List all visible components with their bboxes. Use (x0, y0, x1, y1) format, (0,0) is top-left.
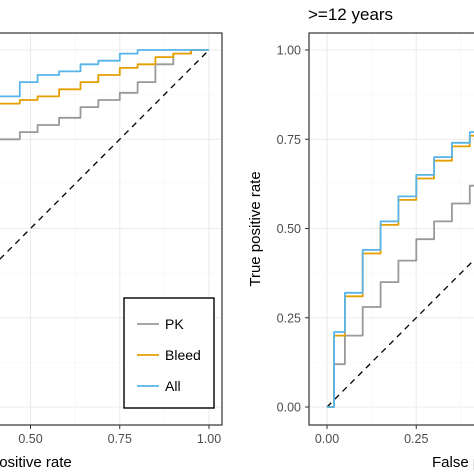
legend-label-bleed: Bleed (165, 347, 201, 363)
right-y-axis-label: True positive rate (247, 171, 264, 286)
right-xtick-label-0-00: 0.00 (315, 432, 339, 446)
left-plot-border (0, 32, 223, 426)
legend-label-all: All (165, 378, 181, 394)
right-panel-title: >=12 years (308, 5, 393, 24)
left-xtick-label-0-50: 0.50 (18, 432, 42, 446)
left-series-group (0, 49, 209, 141)
right-y-ticks: 0.00 0.25 0.50 0.75 1.00 (277, 44, 309, 415)
left-x-ticks: 0.50 0.75 1.00 (18, 425, 221, 446)
right-ytick-label-0-75: 0.75 (277, 133, 301, 147)
right-xtick-label-0-25: 0.25 (404, 432, 428, 446)
left-series-bleed-line (0, 49, 209, 105)
right-series-all-line (327, 131, 474, 408)
legend: PK Bleed All (123, 297, 215, 409)
right-gridlines (309, 33, 474, 425)
right-x-ticks: 0.00 0.25 (315, 425, 428, 446)
right-ytick-label-1-00: 1.00 (277, 44, 301, 58)
legend-label-pk: PK (165, 316, 184, 332)
right-ytick-label-0-50: 0.50 (277, 222, 301, 236)
left-xtick-label-1-00: 1.00 (197, 432, 221, 446)
right-x-axis-label: False positive rate (432, 454, 474, 471)
left-series-all-line (0, 49, 209, 98)
right-ytick-label-0-00: 0.00 (277, 401, 301, 415)
legend-box (123, 297, 215, 409)
left-reference-diagonal (0, 49, 210, 260)
left-xtick-label-0-75: 0.75 (108, 432, 132, 446)
right-panel: >=12 years 0.00 0.25 0.50 0.75 1.00 0.00 0.25… (247, 5, 474, 471)
right-ytick-label-0-25: 0.25 (277, 311, 301, 325)
right-series-pk-line (327, 184, 474, 408)
left-panel: 0.50 0.75 1.00 False positive rate PK Blee… (0, 32, 223, 471)
right-series-group (327, 131, 474, 408)
left-series-pk-line (0, 49, 209, 141)
left-x-axis-label: False positive rate (0, 454, 72, 471)
